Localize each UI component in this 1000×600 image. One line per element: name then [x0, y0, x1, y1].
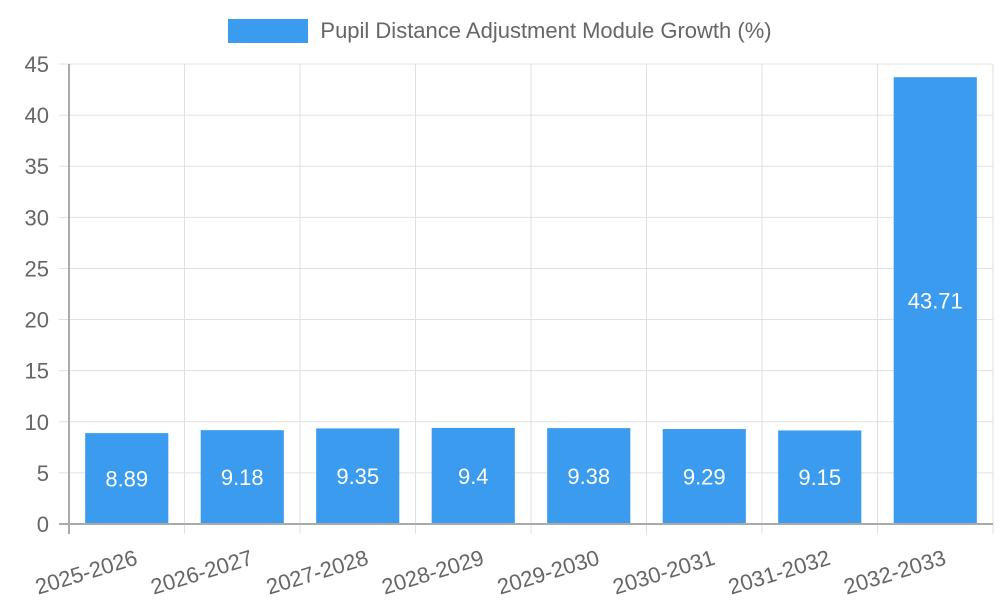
y-tick-label: 20: [25, 308, 49, 333]
x-axis-ticks: 2025-2026 2026-2027 2027-2028 2028-2029 2029…: [32, 545, 948, 600]
bar[interactable]: [778, 430, 862, 524]
x-tick-label: 2031-2032: [725, 545, 833, 600]
y-axis-ticks: 0 5 10 15 20 25 30 35 40 45: [25, 52, 49, 537]
y-tick-label: 35: [25, 154, 49, 179]
legend-label: Pupil Distance Adjustment Module Growth …: [320, 18, 772, 43]
y-tick-label: 40: [25, 103, 49, 128]
bar-value-label: 9.29: [683, 465, 726, 490]
x-tick-label: 2032-2033: [841, 545, 949, 600]
bar-value-label: 8.89: [105, 467, 148, 492]
bar-value-label: 9.18: [221, 465, 264, 490]
x-tick-label: 2025-2026: [32, 545, 140, 600]
x-tick-label: 2028-2029: [379, 545, 487, 600]
chart-legend[interactable]: Pupil Distance Adjustment Module Growth …: [0, 18, 1000, 44]
x-tick-label: 2029-2030: [494, 545, 602, 600]
y-tick-label: 10: [25, 410, 49, 435]
bars: 8.89 9.18 9.35 9.4 9.38 9.29 9.15 43.71: [85, 77, 977, 524]
legend-swatch: [228, 19, 309, 43]
bar[interactable]: [85, 433, 169, 524]
axes: [59, 64, 993, 534]
bar[interactable]: [547, 428, 631, 524]
bar-value-label: 9.35: [336, 464, 379, 489]
y-tick-label: 30: [25, 205, 49, 230]
bar-value-label: 9.4: [458, 464, 489, 489]
bar[interactable]: [662, 429, 746, 524]
bar[interactable]: [431, 427, 515, 524]
y-tick-label: 15: [25, 359, 49, 384]
bar-value-label: 9.38: [567, 464, 610, 489]
x-tick-label: 2030-2031: [610, 545, 718, 600]
x-tick-label: 2027-2028: [263, 545, 371, 600]
grid-lines: [59, 63, 994, 534]
y-tick-label: 45: [25, 52, 49, 77]
bar-value-label: 9.15: [798, 465, 841, 490]
x-tick-label: 2026-2027: [148, 545, 256, 600]
y-tick-label: 0: [37, 512, 49, 537]
bar[interactable]: [316, 428, 400, 524]
y-tick-label: 25: [25, 256, 49, 281]
bar-value-label: 43.71: [908, 289, 963, 314]
y-tick-label: 5: [37, 461, 49, 486]
bar[interactable]: [893, 77, 977, 524]
bar[interactable]: [200, 430, 284, 524]
